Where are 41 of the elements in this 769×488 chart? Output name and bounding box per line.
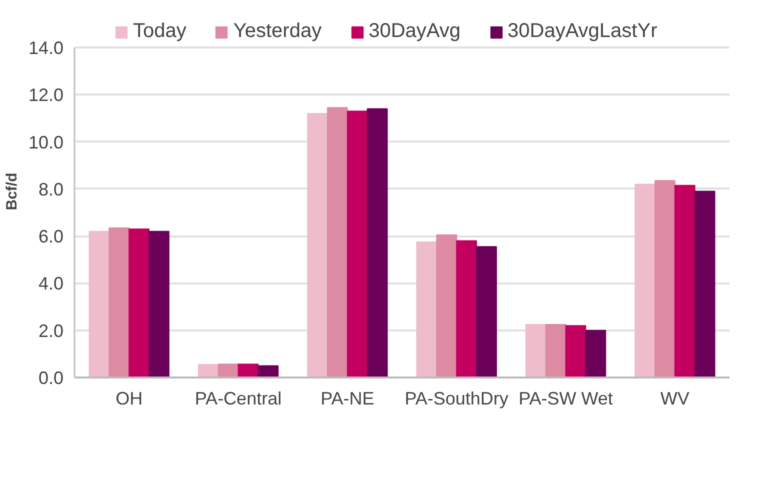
y-tick-label: 10.0 [28,132,64,152]
y-tick-label: 12.0 [28,85,64,106]
y-tick-label: 4.0 [38,274,64,294]
bar [436,234,458,378]
legend-label: Yesterday [233,20,322,43]
bar [326,107,348,378]
bar [218,364,239,378]
bar [476,246,497,378]
bar [258,365,279,378]
legend-label: 30DayAvg [368,20,461,43]
x-tick-label: PA-NE [320,388,374,408]
bar [674,184,696,378]
x-tick-label: PA-Central [194,388,282,408]
bar [654,180,676,378]
bar [346,110,368,378]
y-tick-label: 8.0 [38,179,64,200]
bar [694,190,716,378]
y-axis-title: Bcf/d [3,172,20,210]
y-tick-label: 2.0 [38,320,64,341]
bar [88,230,110,378]
bar [585,330,606,378]
y-tick-label: 0.0 [38,368,64,388]
bar [634,184,656,378]
bar [456,240,478,378]
bar [108,227,130,378]
bar [148,230,170,378]
x-tick-label: OH [116,388,143,408]
bar [128,228,150,378]
legend-label: Today [133,20,186,43]
legend-label: 30DayAvgLastYr [508,20,658,43]
y-tick-label: 14.0 [28,38,64,58]
bar [366,108,388,378]
bar [307,113,328,378]
bar [525,324,546,378]
bar [416,241,438,378]
bar [565,325,586,378]
bar [545,324,566,378]
x-tick-label: PA-SW Wet [518,388,613,408]
x-tick-label: PA-SouthDry [404,388,508,408]
x-tick-label: WV [660,388,690,408]
y-tick-label: 6.0 [38,226,64,247]
